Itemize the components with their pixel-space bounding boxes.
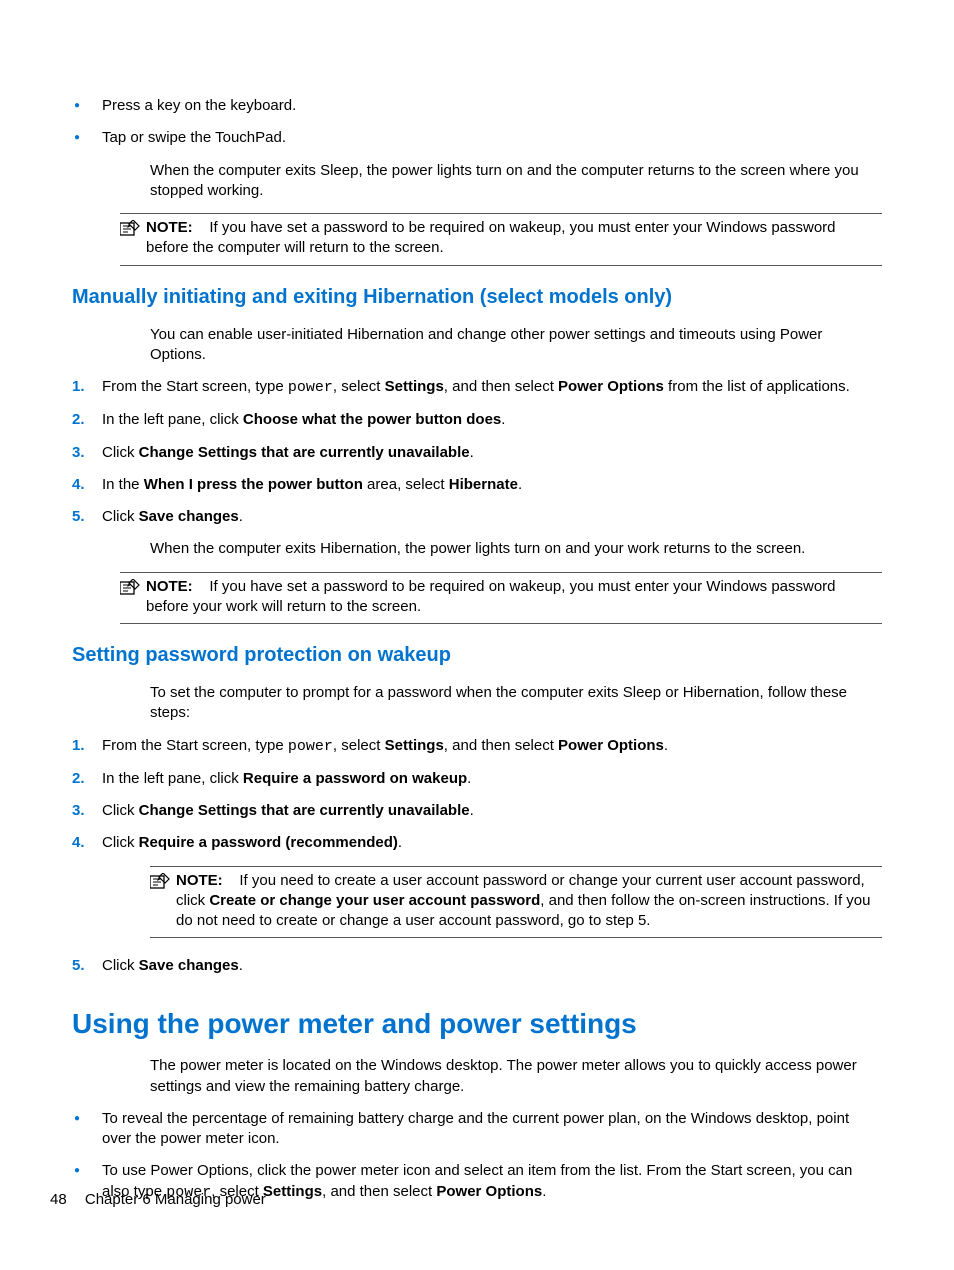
step-text: Click Save changes. xyxy=(102,508,243,525)
note-label: NOTE: xyxy=(146,219,193,236)
note-icon xyxy=(150,873,170,895)
step-item: 2. In the left pane, click Require a pas… xyxy=(72,769,882,789)
list-item: To reveal the percentage of remaining ba… xyxy=(72,1109,882,1150)
step-number: 2. xyxy=(72,410,85,430)
step-item: 5. Click Save changes. xyxy=(72,956,882,976)
power-meter-intro: The power meter is located on the Window… xyxy=(150,1056,882,1097)
step-number: 4. xyxy=(72,475,85,495)
step-item: 5. Click Save changes. xyxy=(72,507,882,527)
step-text: From the Start screen, type power, selec… xyxy=(102,737,668,754)
sleep-exit-actions-list: Press a key on the keyboard. Tap or swip… xyxy=(72,96,882,149)
document-page: Press a key on the keyboard. Tap or swip… xyxy=(0,0,954,1270)
sleep-exit-paragraph: When the computer exits Sleep, the power… xyxy=(150,161,882,202)
step-text: From the Start screen, type power, selec… xyxy=(102,378,850,395)
step-item: 3. Click Change Settings that are curren… xyxy=(72,801,882,821)
step-number: 3. xyxy=(72,443,85,463)
code-text: power xyxy=(288,738,333,755)
note-text: NOTE: If you need to create a user accou… xyxy=(176,871,882,932)
note-label: NOTE: xyxy=(176,872,223,889)
step-number: 1. xyxy=(72,377,85,397)
hibernation-intro: You can enable user-initiated Hibernatio… xyxy=(150,325,882,366)
step-text: In the When I press the power button are… xyxy=(102,476,522,493)
hibernation-steps: 1. From the Start screen, type power, se… xyxy=(72,377,882,527)
step-item: 2. In the left pane, click Choose what t… xyxy=(72,410,882,430)
step-item: 1. From the Start screen, type power, se… xyxy=(72,736,882,757)
note-text: NOTE: If you have set a password to be r… xyxy=(146,577,882,618)
step-text: Click Change Settings that are currently… xyxy=(102,444,474,461)
hibernation-outro: When the computer exits Hibernation, the… xyxy=(150,539,882,559)
list-item-text: Tap or swipe the TouchPad. xyxy=(102,129,286,146)
step-text: Click Change Settings that are currently… xyxy=(102,802,474,819)
step-number: 5. xyxy=(72,507,85,527)
step-text: In the left pane, click Require a passwo… xyxy=(102,770,471,787)
power-meter-list: To reveal the percentage of remaining ba… xyxy=(72,1109,882,1203)
note-label: NOTE: xyxy=(146,578,193,595)
note-text: NOTE: If you have set a password to be r… xyxy=(146,218,882,259)
heading-power-meter: Using the power meter and power settings xyxy=(72,1005,882,1043)
list-item-text: To reveal the percentage of remaining ba… xyxy=(102,1110,849,1147)
step-number: 1. xyxy=(72,736,85,756)
step-number: 4. xyxy=(72,833,85,853)
page-number: 48 xyxy=(50,1191,67,1208)
step-item: 1. From the Start screen, type power, se… xyxy=(72,377,882,398)
chapter-label: Chapter 6 Managing power xyxy=(85,1191,266,1208)
note-body: If you have set a password to be require… xyxy=(146,219,836,256)
heading-hibernation: Manually initiating and exiting Hibernat… xyxy=(72,284,882,311)
note-icon xyxy=(120,220,140,242)
list-item: Tap or swipe the TouchPad. xyxy=(72,128,882,148)
note-box: NOTE: If you have set a password to be r… xyxy=(120,572,882,625)
password-steps-cont: 5. Click Save changes. xyxy=(72,956,882,976)
list-item-text: Press a key on the keyboard. xyxy=(102,97,296,114)
step-item: 4. In the When I press the power button … xyxy=(72,475,882,495)
step-number: 3. xyxy=(72,801,85,821)
page-footer: 48 Chapter 6 Managing power xyxy=(50,1190,266,1210)
note-box: NOTE: If you need to create a user accou… xyxy=(150,866,882,939)
step-number: 2. xyxy=(72,769,85,789)
note-box: NOTE: If you have set a password to be r… xyxy=(120,213,882,266)
step-text: Click Require a password (recommended). xyxy=(102,834,402,851)
note-icon xyxy=(120,579,140,601)
list-item: Press a key on the keyboard. xyxy=(72,96,882,116)
step-item: 4. Click Require a password (recommended… xyxy=(72,833,882,853)
step-number: 5. xyxy=(72,956,85,976)
step-item: 3. Click Change Settings that are curren… xyxy=(72,443,882,463)
password-steps: 1. From the Start screen, type power, se… xyxy=(72,736,882,854)
step-text: Click Save changes. xyxy=(102,957,243,974)
step-text: In the left pane, click Choose what the … xyxy=(102,411,505,428)
password-intro: To set the computer to prompt for a pass… xyxy=(150,683,882,724)
code-text: power xyxy=(288,379,333,396)
heading-password-protection: Setting password protection on wakeup xyxy=(72,642,882,669)
note-body: If you have set a password to be require… xyxy=(146,578,836,615)
